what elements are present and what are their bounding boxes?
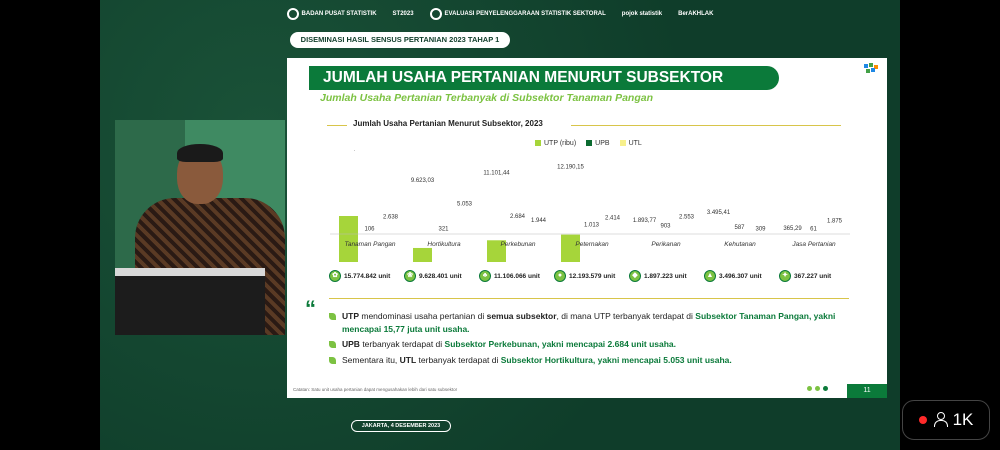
leaf-bullet-icon — [329, 356, 336, 364]
bar-value-label: 9.623,03 — [411, 178, 435, 184]
stat-item: ◆ 1.897.223 unit — [629, 270, 699, 282]
bar-value-label: 2.638 — [383, 214, 399, 220]
bar-value-label: 2.553 — [679, 215, 695, 221]
podium — [115, 268, 265, 335]
legend-upb: UPB — [586, 140, 610, 147]
category-label: Perkebunan — [500, 241, 535, 248]
bar-value-label: 1.893,77 — [633, 218, 657, 224]
viewer-count: 1K — [952, 410, 974, 429]
livestock-icon: ● — [554, 270, 566, 282]
live-dot-icon — [918, 416, 927, 424]
quote-icon: “ — [305, 296, 316, 321]
slide-title-bar: JUMLAH USAHA PERTANIAN MENURUT SUBSEKTOR — [309, 66, 779, 90]
finding-item: Sementara itu, UTL terbanyak terdapat di… — [329, 354, 851, 367]
stat-item: ✿ 15.774.842 unit — [329, 270, 399, 282]
key-findings: UTP mendominasi usaha pertanian di semua… — [329, 310, 851, 369]
bps-logo: BADAN PUSAT STATISTIK — [286, 8, 377, 20]
bar-value-label: 903 — [660, 223, 671, 229]
bar-value-label: 1.944 — [531, 218, 547, 224]
presentation-slide: JUMLAH USAHA PERTANIAN MENURUT SUBSEKTOR… — [287, 58, 887, 398]
category-label: Tanaman Pangan — [344, 241, 395, 248]
chart-title: Jumlah Usaha Pertanian Menurut Subsektor… — [353, 119, 543, 128]
subsector-totals: ✿ 15.774.842 unit ❀ 9.628.401 unit ♣ 11.106… — [329, 270, 849, 282]
service-icon: ✦ — [779, 270, 791, 282]
bar-value-label: 5.053 — [457, 202, 473, 208]
bar-value-label: 12.190,15 — [557, 165, 584, 171]
st2023-logo: ST2023 — [392, 11, 414, 17]
bar-value-label: 365,29 — [783, 226, 802, 232]
slide-subtitle: Jumlah Usaha Pertanian Terbanyak di Subs… — [320, 92, 653, 104]
category-label: Peternakan — [575, 241, 609, 248]
finding-item: UPB terbanyak terdapat di Subsektor Perk… — [329, 338, 851, 351]
speaker-video — [115, 120, 285, 335]
bar-value-label: 2.684 — [510, 214, 526, 220]
bps-icon — [864, 63, 878, 73]
bar-utp — [413, 247, 432, 262]
footnote: Catatan: Satu unit usaha pertanian dapat… — [293, 387, 458, 392]
stat-item: ▲ 3.496.307 unit — [704, 270, 774, 282]
stat-item: ✦ 367.227 unit — [779, 270, 849, 282]
bar-value-label: 11.101,44 — [483, 170, 510, 176]
bar-value-label: 587 — [734, 225, 745, 231]
bar-utp — [339, 216, 358, 262]
rice-icon: ✿ — [329, 270, 341, 282]
bar-value-label: 2.414 — [605, 215, 621, 221]
plant-icon: ❀ — [404, 270, 416, 282]
chart-legend: UTP (ribu) UPB UTL — [535, 140, 642, 147]
fish-icon: ◆ — [629, 270, 641, 282]
bar-value-label: 309 — [755, 226, 766, 232]
berakhlak-logo: BerAKHLAK — [678, 11, 714, 17]
bar-value-label: 106 — [364, 227, 375, 233]
bar-value-label: 3.495,41 — [707, 210, 731, 216]
forest-icon: ▲ — [704, 270, 716, 282]
bar-utp — [487, 240, 506, 262]
pojok-statistik-logo: pojok statistik — [621, 11, 663, 17]
finding-item: UTP mendominasi usaha pertanian di semua… — [329, 310, 851, 335]
slide-title: JUMLAH USAHA PERTANIAN MENURUT SUBSEKTOR — [323, 69, 724, 86]
stat-item: ♣ 11.106.066 unit — [479, 270, 549, 282]
event-date: JAKARTA, 4 DESEMBER 2023 — [351, 420, 451, 432]
evaluasi-logo: EVALUASI PENYELENGGARAAN STATISTIK SEKTO… — [429, 8, 606, 20]
bar-value-label: 61 — [810, 227, 817, 233]
bar-chart: 15.772,10 106 2.638 Tanaman Pangan 9.623,03 3… — [330, 150, 850, 262]
category-label: Kehutanan — [724, 241, 756, 248]
bar-value-label: 15.772,10 — [335, 150, 362, 152]
bar-value-label: 1.875 — [827, 218, 843, 224]
category-label: Jasa Pertanian — [791, 241, 836, 248]
person-icon — [933, 412, 948, 428]
bar-value-label: 1.013 — [584, 223, 600, 229]
slide-pager — [807, 386, 828, 391]
category-label: Perikanan — [651, 241, 681, 248]
leaf-bullet-icon — [329, 341, 336, 348]
leaf-bullet-icon — [329, 313, 336, 320]
stat-item: ● 12.193.579 unit — [554, 270, 624, 282]
page-number: 11 — [847, 384, 887, 398]
legend-utl: UTL — [619, 140, 642, 147]
legend-utp: UTP (ribu) — [535, 140, 576, 147]
event-banner: DISEMINASI HASIL SENSUS PERTANIAN 2023 T… — [290, 32, 510, 48]
stat-item: ❀ 9.628.401 unit — [404, 270, 474, 282]
live-viewer-badge[interactable]: 1K — [902, 400, 990, 440]
sponsor-logos: BADAN PUSAT STATISTIK ST2023 EVALUASI PE… — [100, 8, 900, 20]
tree-icon: ♣ — [479, 270, 491, 282]
category-label: Hortikultura — [427, 241, 461, 248]
bar-value-label: 321 — [438, 226, 449, 232]
bar-utp — [561, 234, 580, 262]
